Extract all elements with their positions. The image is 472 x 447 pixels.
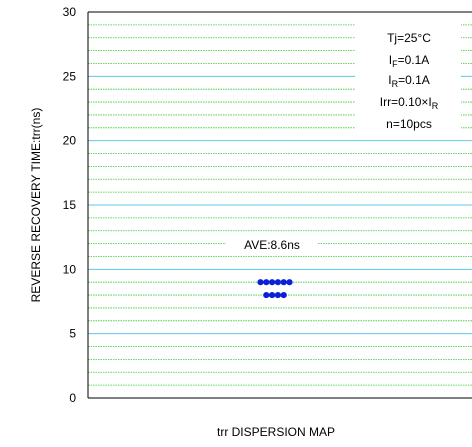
y-axis-label: REVERSE RECOVERY TIME:trr(ns) [29,108,43,303]
y-tick-labels: 0 5 10 15 20 25 30 [63,5,77,405]
average-label-bg [226,233,318,255]
y-tick-label: 15 [63,198,77,212]
data-point [263,279,270,286]
conditions-box-bg [355,21,461,140]
data-point [280,291,287,299]
y-tick-label: 0 [69,391,76,405]
condition-n: n=10pcs [386,117,432,131]
condition-irr: Irr=0.10×IR [380,95,439,111]
y-tick-label: 25 [63,69,77,83]
y-tick-label: 20 [63,134,77,148]
data-point [274,279,281,286]
data-point [286,279,293,286]
condition-tj: Tj=25°C [387,31,431,45]
condition-ir: IR=0.1A [388,73,430,89]
data-point [274,291,281,299]
condition-if: IF=0.1A [389,53,430,69]
x-axis-label: trr DISPERSION MAP [217,425,335,439]
average-label: AVE:8.6ns [244,238,300,252]
conditions-box: Tj=25°C IF=0.1A IR=0.1A Irr=0.10×IR n=10… [355,21,461,140]
y-tick-label: 5 [69,327,76,341]
data-point [280,279,287,286]
data-point [263,291,270,299]
data-point [257,279,264,286]
data-points [257,279,293,299]
y-tick-label: 10 [63,262,77,276]
data-point [269,291,276,299]
y-tick-label: 30 [63,5,77,19]
data-point [269,279,276,286]
